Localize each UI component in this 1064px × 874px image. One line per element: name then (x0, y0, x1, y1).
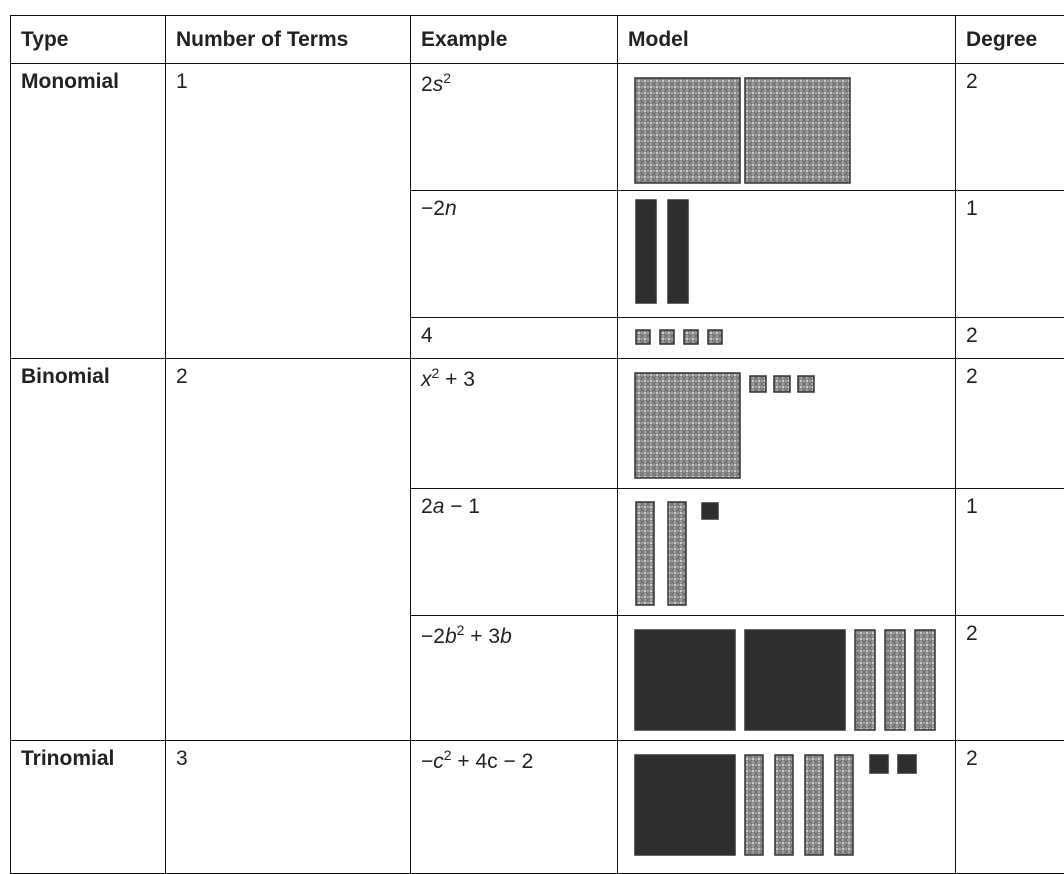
degree-cell: 2 (956, 741, 1064, 874)
example-part: + 3 (439, 368, 475, 391)
terms-cell: 1 (166, 64, 411, 359)
degree-cell: 2 (956, 318, 1064, 359)
example-cell: −c2 + 4c − 2 (411, 741, 618, 874)
row: Trinomial 3 −c2 + 4c − 2 2 (11, 741, 1064, 874)
page: Type Number of Terms Example Model Degre… (0, 0, 1064, 873)
model-cell (618, 616, 956, 741)
header-cell: Number of Terms (166, 16, 411, 64)
header-row: Type Number of Terms Example Model Degre… (11, 16, 1064, 64)
degree-cell: 2 (956, 64, 1064, 191)
example-cell: 2a − 1 (411, 489, 618, 616)
row: Monomial 1 2s2 2 (11, 64, 1064, 191)
example-part: 2 (421, 495, 433, 518)
example-variable: b (445, 625, 457, 648)
type-cell: Trinomial (11, 741, 166, 874)
example-variable: n (445, 197, 457, 220)
example-variable: x (421, 368, 432, 391)
example-variable: c (433, 750, 444, 773)
example-variable: a (433, 495, 445, 518)
polynomial-table: Type Number of Terms Example Model Degre… (10, 15, 1064, 874)
type-cell: Monomial (11, 64, 166, 359)
terms-cell: 2 (166, 359, 411, 741)
model-cell (618, 359, 956, 489)
example-cell: −2b2 + 3b (411, 616, 618, 741)
example-part: −2 (421, 197, 445, 220)
degree-cell: 2 (956, 616, 1064, 741)
model-cell (618, 318, 956, 359)
example-cell: 2s2 (411, 64, 618, 191)
degree-cell: 1 (956, 191, 1064, 318)
row: Binomial 2 x2 + 3 2 (11, 359, 1064, 489)
example-cell: 4 (411, 318, 618, 359)
example-exponent: 2 (443, 70, 451, 86)
example-part: − 1 (444, 495, 480, 518)
example-variable: s (433, 73, 444, 96)
type-cell: Binomial (11, 359, 166, 741)
terms-cell: 3 (166, 741, 411, 874)
example-variable: b (500, 625, 512, 648)
header-cell: Type (11, 16, 166, 64)
example-part: −2 (421, 625, 445, 648)
example-part: 4 (421, 324, 433, 347)
example-part: + 4c − 2 (452, 750, 534, 773)
example-part: + 3 (464, 625, 500, 648)
example-cell: x2 + 3 (411, 359, 618, 489)
model-cell (618, 489, 956, 616)
model-cell (618, 191, 956, 318)
example-part: − (421, 750, 433, 773)
example-part: 2 (421, 73, 433, 96)
example-exponent: 2 (444, 747, 452, 763)
degree-cell: 2 (956, 359, 1064, 489)
degree-cell: 1 (956, 489, 1064, 616)
header-cell: Model (618, 16, 956, 64)
model-cell (618, 64, 956, 191)
header-cell: Degree (956, 16, 1064, 64)
example-cell: −2n (411, 191, 618, 318)
model-cell (618, 741, 956, 874)
header-cell: Example (411, 16, 618, 64)
